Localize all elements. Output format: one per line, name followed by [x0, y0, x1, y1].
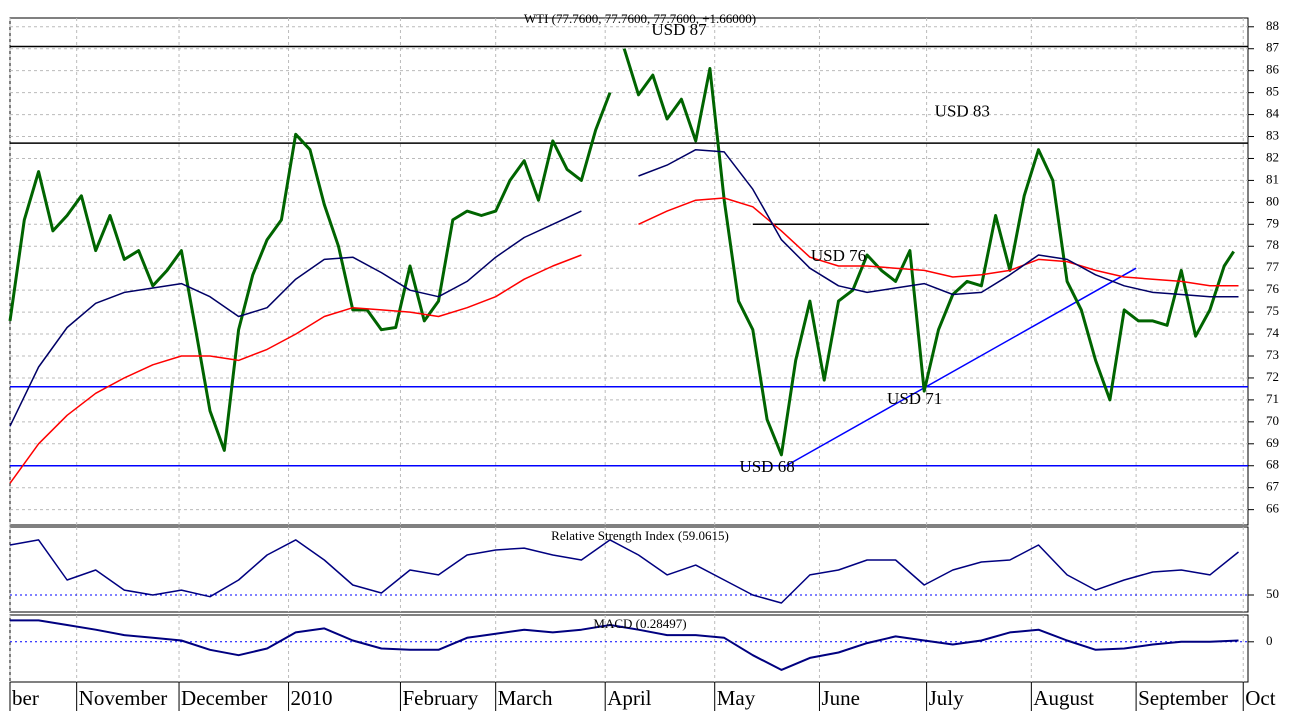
y-tick-label: 79	[1266, 215, 1279, 230]
panel-title: Relative Strength Index (59.0615)	[551, 528, 729, 543]
y-tick-label: 69	[1266, 435, 1279, 450]
annotation: USD 71	[887, 389, 942, 408]
series-line	[8, 48, 1235, 457]
x-tick-label: ber	[12, 686, 39, 710]
y-tick-label: 84	[1266, 106, 1280, 121]
annotation: USD 83	[935, 101, 990, 120]
y-tick-label: 83	[1266, 128, 1279, 143]
annotation: USD 87	[651, 20, 707, 39]
trend-line	[785, 267, 1137, 467]
series-line	[9, 197, 1239, 484]
panel-frame	[9, 614, 1249, 683]
x-tick-label: December	[181, 686, 267, 710]
panel-title: WTI (77.7600, 77.7600, 77.7600, +1.66000…	[524, 11, 756, 26]
x-tick-label: September	[1138, 686, 1228, 710]
y-tick-label: 76	[1266, 281, 1280, 296]
panel-title: MACD (0.28497)	[593, 616, 686, 631]
annotation: USD 76	[811, 246, 866, 265]
y-tick-label: 72	[1266, 369, 1279, 384]
x-tick-label: March	[498, 686, 553, 710]
y-tick-label: 74	[1266, 325, 1280, 340]
y-tick-label: 50	[1266, 586, 1279, 601]
series-line	[10, 619, 1239, 671]
y-tick-label: 86	[1266, 62, 1280, 77]
y-tick-label: 82	[1266, 149, 1279, 164]
y-tick-label: 73	[1266, 347, 1279, 362]
x-tick-label: July	[929, 686, 965, 710]
y-tick-label: 68	[1266, 457, 1279, 472]
x-tick-label: May	[717, 686, 756, 710]
x-tick-label: Oct	[1245, 686, 1275, 710]
y-tick-label: 78	[1266, 237, 1279, 252]
y-tick-label: 81	[1266, 171, 1279, 186]
y-tick-label: 71	[1266, 391, 1279, 406]
x-tick-label: 2010	[291, 686, 333, 710]
y-tick-label: 67	[1266, 479, 1280, 494]
x-tick-label: June	[821, 686, 860, 710]
x-tick-label: November	[79, 686, 168, 710]
x-tick-label: February	[402, 686, 478, 710]
y-tick-label: 75	[1266, 303, 1279, 318]
x-tick-label: April	[607, 686, 651, 710]
series-line	[9, 539, 1239, 604]
series-line	[9, 148, 1239, 427]
y-tick-label: 87	[1266, 40, 1280, 55]
y-tick-label: 70	[1266, 413, 1279, 428]
y-tick-label: 66	[1266, 501, 1280, 516]
y-tick-label: 77	[1266, 259, 1280, 274]
annotation: USD 68	[739, 457, 794, 476]
panel-frame	[9, 17, 1249, 526]
x-tick-label: August	[1033, 686, 1094, 710]
y-tick-label: 80	[1266, 193, 1279, 208]
y-tick-label: 0	[1266, 633, 1273, 648]
y-tick-label: 85	[1266, 84, 1279, 99]
y-tick-label: 88	[1266, 18, 1279, 33]
